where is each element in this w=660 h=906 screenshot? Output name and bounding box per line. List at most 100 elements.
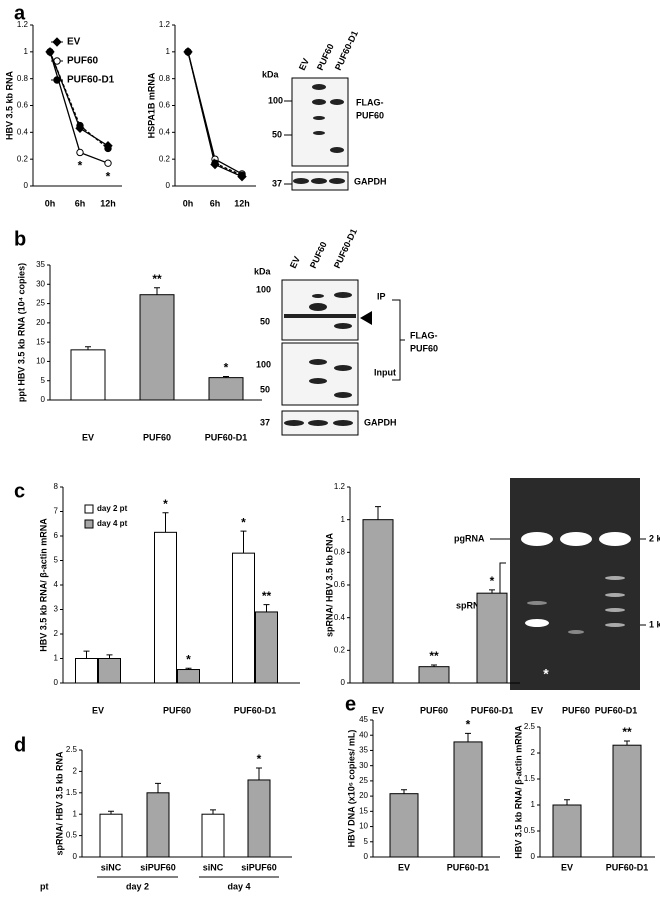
bar [247, 779, 271, 858]
y-tick-label: 0.8 [17, 74, 29, 83]
annotation: * [163, 497, 168, 511]
error-bar [564, 799, 570, 805]
marker-label: 100 [256, 284, 271, 294]
legend-swatch [84, 504, 94, 514]
bar [418, 666, 450, 684]
annotation: * [241, 515, 246, 529]
band [284, 314, 356, 318]
band [525, 619, 549, 627]
blot-label: GAPDH [364, 417, 397, 427]
error-bar [155, 782, 161, 793]
arrowhead [360, 311, 372, 325]
bar [154, 531, 177, 684]
x-tick-label: 6h [210, 198, 221, 208]
band [568, 630, 584, 634]
y-tick-label: 0.2 [17, 154, 29, 163]
y-tick-label: 1 [73, 809, 78, 818]
blot-label: FLAG- [410, 330, 438, 340]
band [605, 593, 625, 597]
line [49, 51, 109, 164]
y-tick-label: 30 [36, 279, 45, 288]
band [311, 178, 327, 184]
bar [75, 658, 98, 684]
y-tick-label: 7 [54, 507, 59, 516]
unit: kDa [262, 69, 280, 79]
y-tick-label: 6 [54, 531, 59, 540]
bar [453, 741, 483, 858]
y-tick-label: 20 [359, 791, 368, 800]
x-tick-label: PUF60-D1 [471, 705, 514, 715]
y-tick-label: 1 [341, 515, 346, 524]
y-tick-label: 0 [41, 395, 46, 404]
panel-label: b [14, 228, 26, 250]
y-tick-label: 25 [359, 776, 368, 785]
blot-label: FLAG- [356, 97, 384, 107]
y-axis-label: spRNA/ HBV 3.5 kb RNA [54, 751, 64, 856]
y-tick-label: 1 [24, 47, 29, 56]
lane-label: PUF60-D1 [332, 227, 359, 270]
annotation: * [224, 361, 229, 375]
x-tick-label: EV [82, 432, 94, 442]
y-axis-label: spRNA/ HBV 3.5 kb RNA [324, 532, 334, 637]
y-tick-label: 3 [54, 605, 59, 614]
blot-b: kDa EV PUF60 PUF60-D1 100 50 100 50 37 I… [254, 227, 438, 436]
y-tick-label: 30 [359, 761, 368, 770]
marker-label: 100 [256, 359, 271, 369]
lane-label: EV [288, 255, 302, 270]
annotation: * [257, 752, 262, 766]
bar [552, 804, 582, 858]
x-tick-label: siPUF60 [241, 862, 277, 872]
annotation: * [78, 159, 83, 173]
y-tick-label: 0 [166, 181, 171, 190]
x-tick-label: EV [398, 862, 410, 872]
band [605, 576, 625, 580]
y-axis-label: HBV 3.5 kb RNA/ β-actin mRNA [513, 725, 523, 859]
band [599, 532, 631, 546]
band [560, 532, 592, 546]
band [334, 392, 352, 398]
y-axis-label: HBV 3.5 kb RNA/ β-actin mRNA [38, 518, 48, 652]
x-tick-label: 12h [234, 198, 250, 208]
point [211, 159, 219, 167]
y-axis-label: ppt HBV 3.5 kb RNA (10⁴ copies) [16, 263, 26, 402]
marker-label: 50 [260, 316, 270, 326]
legend-swatch [84, 519, 94, 529]
blot-label: PUF60 [356, 110, 384, 120]
y-tick-label: 20 [36, 318, 45, 327]
point [238, 171, 246, 179]
x-tick-label: 0h [45, 198, 56, 208]
x-tick-label: PUF60-D1 [205, 432, 248, 442]
gel-label: spRNA [456, 600, 487, 610]
x-tick-label: EV [561, 862, 573, 872]
band [309, 378, 327, 384]
error-bar [489, 589, 495, 594]
x-tick-label: PUF60 [420, 705, 448, 715]
y-tick-label: 0.8 [159, 74, 171, 83]
point [104, 144, 112, 153]
bar [208, 377, 244, 401]
bar [201, 813, 225, 858]
lane-label: EV [531, 705, 543, 715]
blot-label: IP [377, 291, 386, 301]
blot-a: kDa EV PUF60 PUF60-D1 100 50 37 FLAG- PU… [262, 29, 387, 191]
y-tick-label: 35 [36, 260, 45, 269]
bar [232, 552, 255, 684]
band [308, 420, 328, 426]
bracket [392, 299, 405, 381]
x-tick-label: 0h [183, 198, 194, 208]
blot-label: PUF60 [410, 343, 438, 353]
group-axis-label: pt [40, 881, 49, 891]
y-tick-label: 0 [364, 852, 369, 861]
band [334, 323, 352, 329]
x-tick-label: EV [92, 705, 104, 715]
y-tick-label: 15 [359, 806, 368, 815]
legend-marker [53, 76, 61, 84]
legend-label: day 2 pt [97, 504, 128, 513]
gel-label: 1 kb [649, 619, 660, 629]
y-tick-label: 1.2 [334, 482, 346, 491]
y-tick-label: 0.2 [334, 645, 346, 654]
y-axis-label: HBV 3.5 kb RNA [4, 70, 14, 140]
marker-label: 100 [268, 95, 283, 105]
x-tick-label: PUF60-D1 [447, 862, 490, 872]
gel-label: pgRNA [454, 533, 485, 543]
